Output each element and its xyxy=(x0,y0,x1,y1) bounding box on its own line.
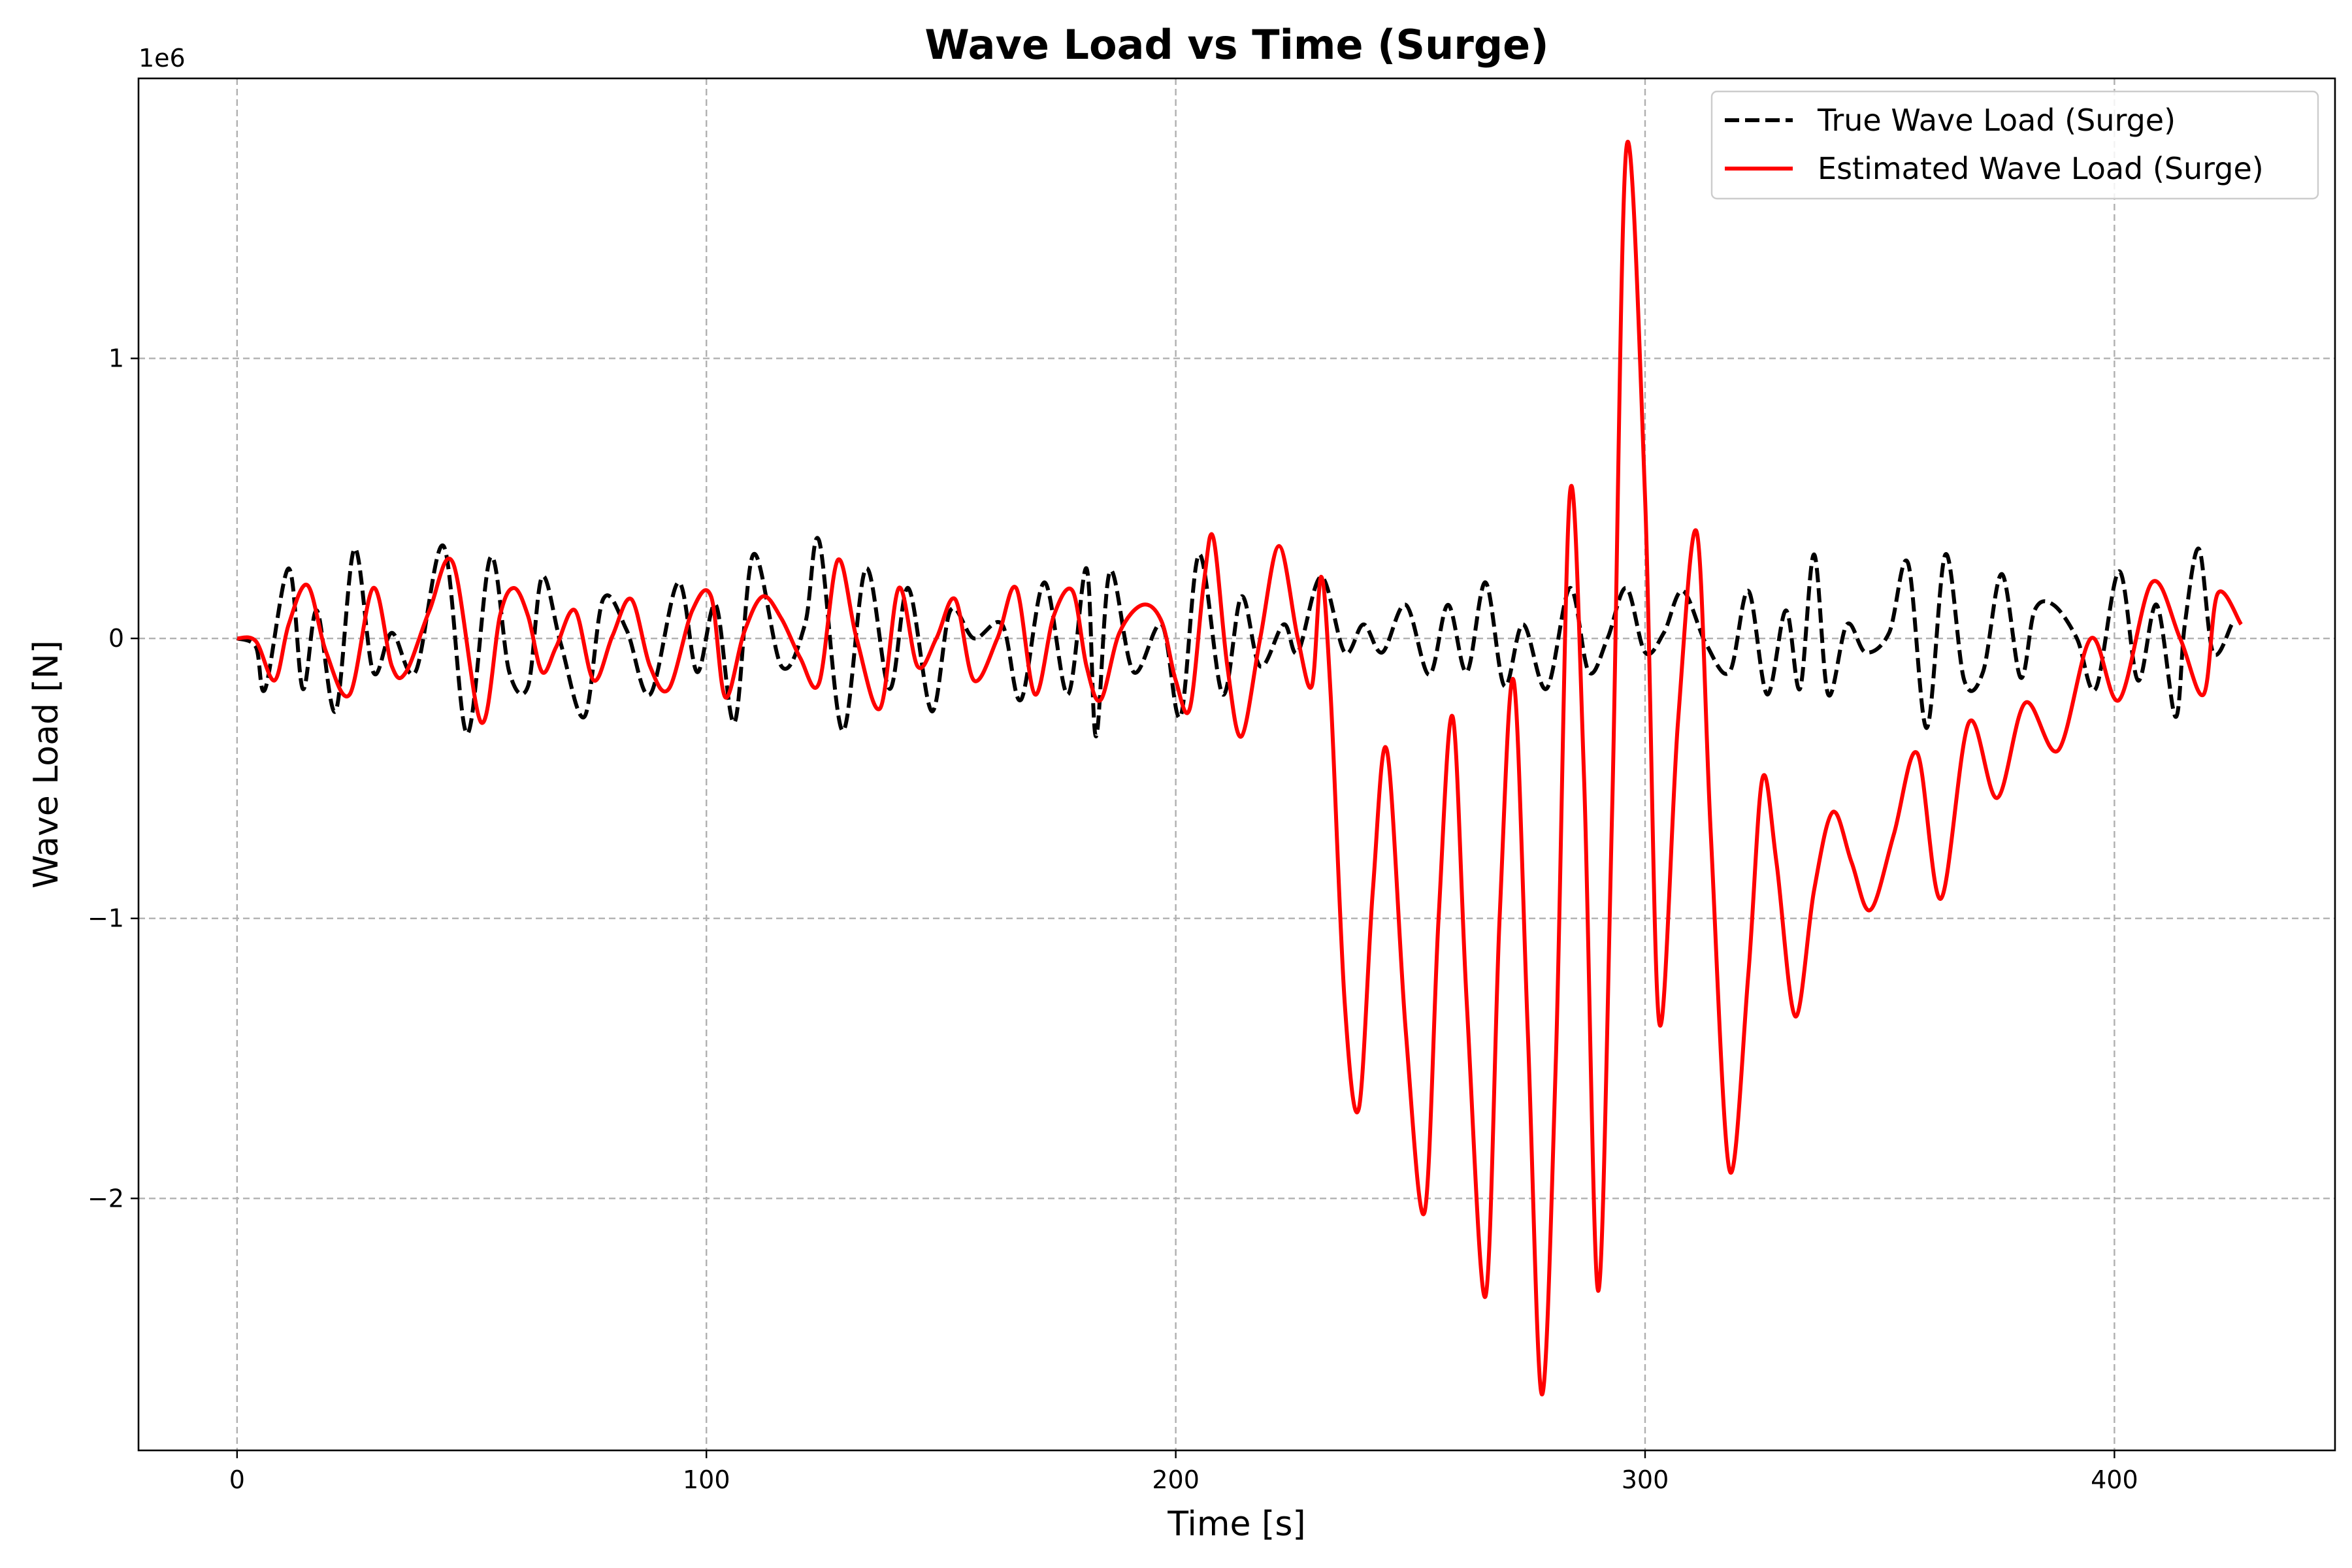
y-tick-label: −2 xyxy=(88,1184,124,1213)
y-tick-label: −1 xyxy=(88,904,124,933)
y-axis-offset-text: 1e6 xyxy=(139,44,186,73)
x-tick-label: 200 xyxy=(1152,1465,1200,1494)
y-tick-label: 1 xyxy=(108,344,124,373)
x-tick-label: 300 xyxy=(1622,1465,1669,1494)
y-axis: 1 0 −1 −2 xyxy=(88,344,139,1213)
plot-area xyxy=(236,140,2243,1397)
x-tick-label: 400 xyxy=(2091,1465,2138,1494)
y-axis-label: Wave Load [N] xyxy=(27,640,66,889)
chart-title: Wave Load vs Time (Surge) xyxy=(924,21,1548,69)
legend-box xyxy=(1710,90,2319,200)
x-tick-label: 0 xyxy=(229,1465,245,1494)
plot-frame xyxy=(137,77,2336,1452)
true-wave-load-line xyxy=(236,536,2234,739)
series-layer xyxy=(236,140,2243,1397)
y-tick-label: 0 xyxy=(108,624,124,653)
grid xyxy=(139,78,2335,1450)
x-axis-label: Time [s] xyxy=(1167,1505,1305,1544)
x-axis: 0 100 200 300 400 xyxy=(229,1450,2138,1494)
legend-label-true-wave-load: True Wave Load (Surge) xyxy=(1817,103,2176,138)
legend-label-estimated-wave-load: Estimated Wave Load (Surge) xyxy=(1818,151,2264,186)
x-tick-label: 100 xyxy=(683,1465,730,1494)
estimated-wave-load-line xyxy=(237,140,2243,1397)
legend: True Wave Load (Surge) Estimated Wave Lo… xyxy=(1710,90,2319,200)
